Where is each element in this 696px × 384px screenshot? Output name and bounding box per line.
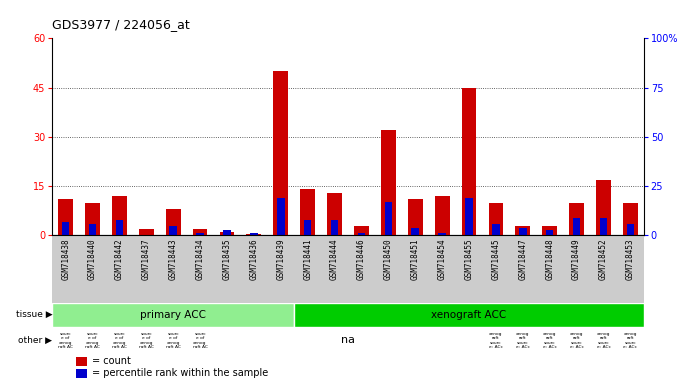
Bar <box>438 233 446 235</box>
Text: GSM718448: GSM718448 <box>545 239 554 280</box>
Text: GSM718442: GSM718442 <box>115 239 124 280</box>
Text: GSM718455: GSM718455 <box>464 239 473 280</box>
Bar <box>573 218 580 235</box>
Bar <box>461 88 476 235</box>
Text: sourc
e of
xenog
raft AC: sourc e of xenog raft AC <box>112 332 127 349</box>
Text: tissue ▶: tissue ▶ <box>15 310 52 319</box>
Text: GSM718445: GSM718445 <box>491 239 500 280</box>
Bar <box>220 232 235 235</box>
Text: GSM718452: GSM718452 <box>599 239 608 280</box>
Text: xenog
raft
sourc
e: ACc: xenog raft sourc e: ACc <box>624 332 638 349</box>
Bar <box>492 223 500 235</box>
Bar <box>626 223 634 235</box>
Text: GSM718434: GSM718434 <box>196 239 205 280</box>
Text: GSM718438: GSM718438 <box>61 239 70 280</box>
Bar <box>358 233 365 235</box>
Bar <box>193 229 207 235</box>
Text: GSM718436: GSM718436 <box>249 239 258 280</box>
Bar <box>76 357 86 366</box>
Bar <box>62 222 70 235</box>
Bar <box>274 71 288 235</box>
Text: xenograft ACC: xenograft ACC <box>432 310 507 320</box>
Bar <box>354 225 369 235</box>
Bar <box>304 220 311 235</box>
Bar <box>169 225 177 235</box>
Bar <box>489 203 503 235</box>
Text: primary ACC: primary ACC <box>140 310 206 320</box>
Bar <box>596 180 611 235</box>
Text: na: na <box>341 336 355 346</box>
Bar <box>139 229 154 235</box>
Bar <box>300 189 315 235</box>
Bar <box>600 218 607 235</box>
Bar <box>435 196 450 235</box>
Bar <box>277 198 285 235</box>
Text: xenog
raft
sourc
e: ACc: xenog raft sourc e: ACc <box>489 332 503 349</box>
Text: GSM718443: GSM718443 <box>168 239 177 280</box>
Bar <box>246 234 261 235</box>
Text: = count: = count <box>93 356 132 366</box>
Text: other ▶: other ▶ <box>18 336 52 345</box>
Bar <box>411 228 419 235</box>
Text: xenog
raft
sourc
e: ACc: xenog raft sourc e: ACc <box>569 332 583 349</box>
Bar <box>166 209 180 235</box>
Text: GSM718449: GSM718449 <box>572 239 581 280</box>
Text: GSM718444: GSM718444 <box>330 239 339 280</box>
Text: xenog
raft
sourc
e: ACc: xenog raft sourc e: ACc <box>596 332 610 349</box>
Bar <box>294 303 644 326</box>
Text: GSM718447: GSM718447 <box>519 239 528 280</box>
Text: GSM718453: GSM718453 <box>626 239 635 280</box>
Bar <box>327 193 342 235</box>
Bar <box>623 203 638 235</box>
Bar <box>516 225 530 235</box>
Bar <box>569 203 584 235</box>
Bar <box>519 228 527 235</box>
Text: GSM718439: GSM718439 <box>276 239 285 280</box>
Text: GSM718450: GSM718450 <box>383 239 393 280</box>
Bar <box>76 369 86 378</box>
Bar <box>542 225 557 235</box>
Bar <box>58 199 73 235</box>
Text: GSM718435: GSM718435 <box>223 239 232 280</box>
Bar <box>408 199 422 235</box>
Text: sourc
e of
xenog
raft AC: sourc e of xenog raft AC <box>139 332 154 349</box>
Bar <box>116 220 123 235</box>
Text: sourc
e of
xenog
raft AC: sourc e of xenog raft AC <box>85 332 100 349</box>
Bar <box>89 223 96 235</box>
Bar <box>223 230 231 235</box>
Text: GSM718451: GSM718451 <box>411 239 420 280</box>
Text: sourc
e of
xenog
raft AC: sourc e of xenog raft AC <box>166 332 181 349</box>
Text: xenog
raft
sourc
e: ACc: xenog raft sourc e: ACc <box>543 332 557 349</box>
Bar <box>331 220 338 235</box>
Bar <box>385 202 392 235</box>
Bar <box>52 303 294 326</box>
Bar <box>465 198 473 235</box>
Text: xenog
raft
sourc
e: ACc: xenog raft sourc e: ACc <box>516 332 530 349</box>
Text: GSM718454: GSM718454 <box>438 239 447 280</box>
Bar <box>196 233 204 235</box>
Bar <box>381 130 396 235</box>
Text: GSM718446: GSM718446 <box>357 239 366 280</box>
Text: sourc
e of
xenog
raft AC: sourc e of xenog raft AC <box>58 332 73 349</box>
Text: = percentile rank within the sample: = percentile rank within the sample <box>93 368 269 378</box>
Bar <box>546 230 553 235</box>
Text: GSM718440: GSM718440 <box>88 239 97 280</box>
Bar <box>112 196 127 235</box>
Text: sourc
e of
xenog
raft AC: sourc e of xenog raft AC <box>193 332 207 349</box>
Bar <box>250 233 258 235</box>
Bar <box>85 203 100 235</box>
Text: GSM718437: GSM718437 <box>142 239 151 280</box>
Text: GSM718441: GSM718441 <box>303 239 313 280</box>
Text: GDS3977 / 224056_at: GDS3977 / 224056_at <box>52 18 190 31</box>
